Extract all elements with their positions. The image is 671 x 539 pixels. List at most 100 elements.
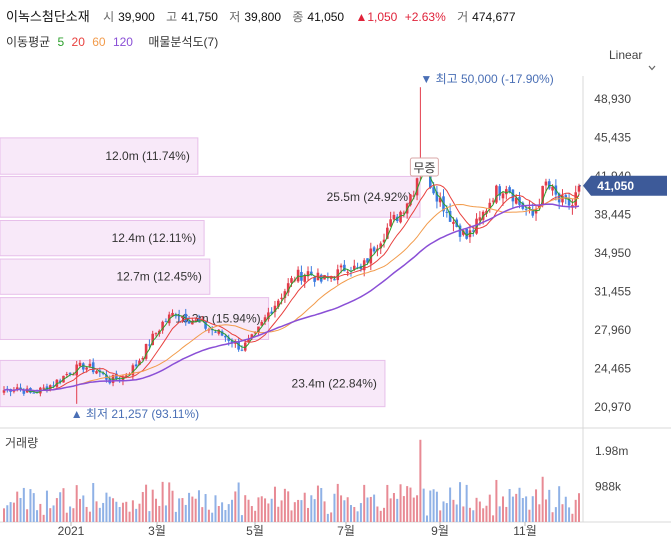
candle-body	[240, 349, 244, 351]
volume-bar	[379, 510, 382, 522]
volume-bar	[333, 493, 336, 522]
moving-average-legend: 이동평균 5 20 60 120 매물분석도(7)	[6, 33, 222, 50]
volume-bar	[237, 482, 240, 522]
volume-bar	[452, 499, 455, 522]
candle-body	[191, 321, 194, 325]
candle-body	[250, 334, 254, 338]
volume-profile-label: 12.7m (12.45%)	[116, 270, 201, 284]
volume-bar	[389, 498, 392, 522]
volume-bar	[55, 498, 58, 522]
chevron-down-icon[interactable]	[648, 64, 656, 72]
volume-bar	[528, 509, 531, 522]
candle-body	[389, 219, 392, 227]
volume-bar	[115, 501, 118, 522]
volume-bar	[155, 498, 158, 522]
volume-bar	[45, 490, 48, 522]
volume-bar	[29, 489, 32, 522]
volume-bar	[551, 512, 554, 522]
candle-body	[247, 338, 250, 342]
volume-bar	[138, 503, 141, 522]
candle-body	[230, 340, 234, 344]
price-tick-label: 24,465	[594, 362, 631, 376]
volume-tick-label: 988k	[595, 480, 622, 494]
open-label: 시	[103, 10, 115, 24]
volume-profile-toggle[interactable]: 매물분석도(7)	[148, 35, 219, 49]
volume-bar	[214, 495, 217, 522]
volume-bar	[356, 511, 359, 522]
volume-bar	[412, 497, 415, 522]
volume-profile-bar	[0, 220, 205, 257]
candle-body	[290, 278, 293, 283]
volume-bar	[207, 509, 210, 522]
time-tick-label: 7월	[337, 524, 355, 538]
ma-legend-label[interactable]: 이동평균	[6, 35, 51, 49]
candle-body	[313, 276, 316, 282]
candle-body	[65, 374, 69, 376]
candle-body	[438, 197, 442, 203]
candle-body	[445, 211, 449, 213]
volume-bar	[22, 487, 25, 522]
volume-bar	[69, 506, 72, 522]
volume-bar	[419, 439, 422, 522]
volume-bar	[478, 501, 481, 522]
volume-bar	[465, 484, 468, 522]
candle-body	[22, 389, 26, 394]
candle-body	[141, 357, 145, 360]
time-tick-label: 11월	[513, 524, 537, 538]
ma-period-60[interactable]: 60	[92, 35, 106, 49]
time-tick-label: 9월	[431, 524, 449, 538]
ma-period-5[interactable]: 5	[57, 35, 65, 49]
volume-bar	[316, 485, 319, 522]
candle-body	[263, 317, 267, 322]
candle-body	[415, 178, 419, 196]
candle-body	[174, 314, 178, 317]
volume-bar	[49, 508, 52, 522]
volume-bar	[531, 496, 534, 522]
volume-bar	[277, 506, 280, 522]
candle-body	[511, 189, 515, 202]
candle-body	[270, 311, 273, 314]
volume-bar	[485, 505, 488, 522]
ma-period-120[interactable]: 120	[112, 35, 133, 49]
candle-body	[323, 275, 326, 280]
high-value: 41,750	[181, 10, 218, 24]
volume-bar	[518, 487, 521, 522]
volume-bar	[39, 503, 42, 522]
candle-body	[280, 297, 283, 300]
ma-period-20[interactable]: 20	[71, 35, 85, 49]
volume-bar	[244, 495, 247, 522]
current-price-label: 41,050	[597, 179, 634, 193]
candle-body	[32, 392, 36, 394]
candle-body	[471, 230, 475, 232]
volume-bar	[300, 500, 303, 522]
scale-select[interactable]: Linear	[609, 48, 643, 62]
volume-profile-label: 12.0m (11.74%)	[105, 149, 190, 163]
volume-bar	[62, 488, 65, 522]
quote-header: 이녹스첨단소재 시 39,900 고 41,750 저 39,800 종 41,050 …	[6, 6, 524, 24]
volume-bar	[148, 511, 151, 522]
volume-bar	[12, 502, 15, 522]
candle-body	[82, 363, 85, 370]
candle-body	[243, 342, 247, 351]
candle-body	[458, 225, 462, 237]
candle-body	[333, 279, 336, 281]
candle-body	[154, 333, 158, 335]
volume-bar	[197, 490, 200, 522]
volume-bar	[178, 498, 181, 522]
candle-body	[501, 193, 505, 199]
volume-bar	[201, 507, 204, 522]
candle-body	[306, 271, 310, 277]
candle-body	[557, 193, 561, 203]
volume-bar	[36, 510, 39, 522]
volume-bar	[396, 498, 399, 522]
volume-bar	[112, 498, 115, 522]
volume-bar	[270, 498, 273, 522]
candle-body	[346, 271, 349, 273]
candle-body	[42, 387, 45, 389]
volume-bar	[16, 491, 19, 522]
volume-pane-label: 거래량	[5, 436, 38, 450]
candle-body	[194, 319, 197, 321]
volume-bar	[9, 502, 12, 522]
volume-profile-label: 12.4m (12.11%)	[112, 231, 197, 245]
